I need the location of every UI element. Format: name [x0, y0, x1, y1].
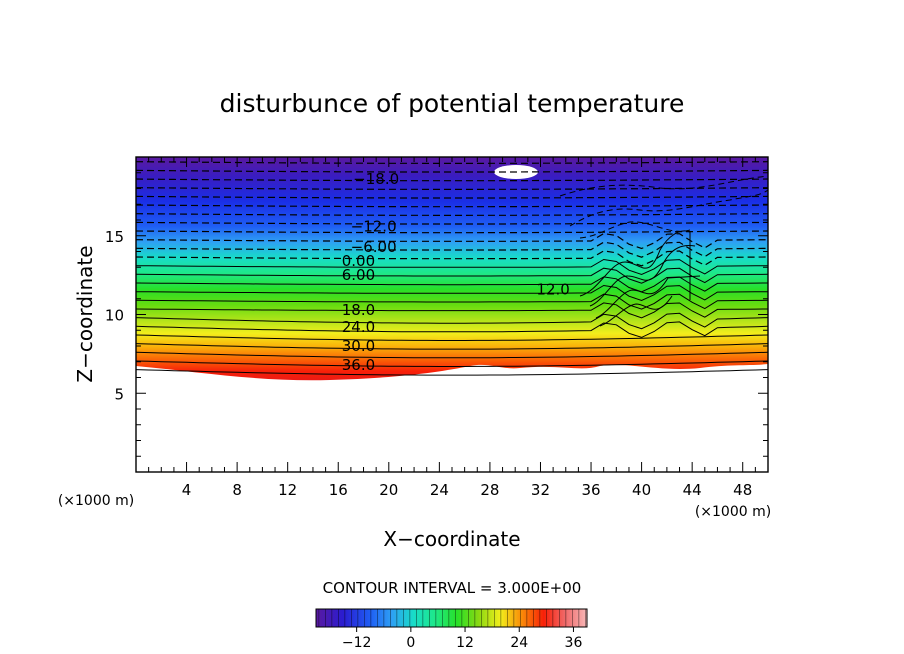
- positive-contour-line: [136, 284, 768, 302]
- negative-contour-line: [136, 213, 768, 216]
- colorbar-bands: [316, 609, 587, 627]
- contour-label: 18.0: [342, 301, 375, 319]
- contour-label: −6.00: [351, 238, 397, 256]
- y-axis: 5 10 15: [105, 172, 768, 457]
- contour-label: 6.00: [342, 266, 375, 284]
- perturbed-contours: [559, 175, 768, 327]
- contour-label: 0.00: [342, 252, 375, 270]
- negative-contour-line: [136, 169, 768, 173]
- x-tick-label: 44: [683, 481, 702, 499]
- contour-label: 36.0: [342, 356, 375, 374]
- chart-title: disturbunce of potential temperature: [220, 89, 685, 118]
- x-tick-label: 8: [232, 481, 242, 499]
- positive-contour-line: [136, 351, 768, 359]
- colorbar-ticks: −12 0 12 24 36: [342, 627, 583, 651]
- positive-contour-line: [136, 293, 768, 310]
- y-tick-label: 10: [105, 307, 124, 325]
- positive-contour-line: [136, 312, 768, 330]
- x-axis: 4 8 12 16 20 24 28 32 36 40 44 48: [148, 157, 756, 499]
- x-unit-right: (×1000 m): [695, 504, 771, 520]
- positive-contour-line: [136, 369, 768, 376]
- negative-contour-line: [136, 204, 768, 208]
- colorbar-tick-label: −12: [342, 635, 372, 651]
- x-tick-label: 16: [329, 481, 348, 499]
- x-tick-label: 36: [581, 481, 600, 499]
- negative-contour-line: [136, 230, 768, 234]
- x-tick-label: 32: [531, 481, 550, 499]
- positive-contour-line: [136, 258, 768, 276]
- negative-contour-line: [136, 187, 768, 190]
- x-tick-label: 4: [182, 481, 192, 499]
- positive-contour-line: [136, 267, 768, 284]
- colorbar-frame: [315, 608, 588, 628]
- colorbar-tick-label: 0: [406, 635, 415, 651]
- contour-interval-note: CONTOUR INTERVAL = 3.000E+00: [323, 579, 582, 597]
- x-tick-label: 40: [632, 481, 651, 499]
- plot-area: −18.0 −12.0 −6.000.006.00 18.024.030.036.0 1…: [136, 157, 768, 472]
- x-tick-label: 28: [480, 481, 499, 499]
- y-tick-label: 5: [114, 385, 124, 403]
- x-axis-label: X−coordinate: [383, 527, 520, 551]
- negative-contour-line: [136, 178, 768, 182]
- x-tick-label: 20: [379, 481, 398, 499]
- contour-label: 12.0: [536, 280, 569, 298]
- contour-label: −12.0: [351, 217, 397, 235]
- colorbar: −12 0 12 24 36: [315, 608, 588, 651]
- negative-contour-line: [136, 221, 768, 225]
- positive-contour-line: [136, 276, 768, 293]
- negative-contour-line: [136, 195, 768, 199]
- x-tick-label: 24: [430, 481, 449, 499]
- negative-contour-line: [136, 232, 768, 250]
- lower-boundary-region: [136, 364, 768, 472]
- contour-label: 30.0: [342, 337, 375, 355]
- contour-label: 24.0: [342, 318, 375, 336]
- positive-contour-line: [136, 321, 768, 338]
- y-axis-label: Z−coordinate: [73, 245, 97, 382]
- contour-labels: −18.0 −12.0 −6.000.006.00 18.024.030.036.0 1…: [342, 170, 570, 374]
- positive-contour-line: [136, 360, 768, 367]
- negative-contour-line: [136, 250, 768, 267]
- x-unit-left: (×1000 m): [58, 493, 134, 509]
- negative-contour-line: [136, 241, 768, 258]
- x-tick-label: 48: [733, 481, 752, 499]
- colorbar-tick-label: 12: [456, 635, 474, 651]
- contour-label: −18.0: [353, 170, 399, 188]
- colorbar-tick-label: 36: [565, 635, 583, 651]
- positive-contour-line: [136, 343, 768, 350]
- positive-contour-line: [136, 334, 768, 341]
- y-tick-label: 15: [105, 228, 124, 246]
- negative-contour-line: [136, 161, 768, 164]
- x-tick-label: 12: [278, 481, 297, 499]
- colorbar-tick-label: 24: [510, 635, 528, 651]
